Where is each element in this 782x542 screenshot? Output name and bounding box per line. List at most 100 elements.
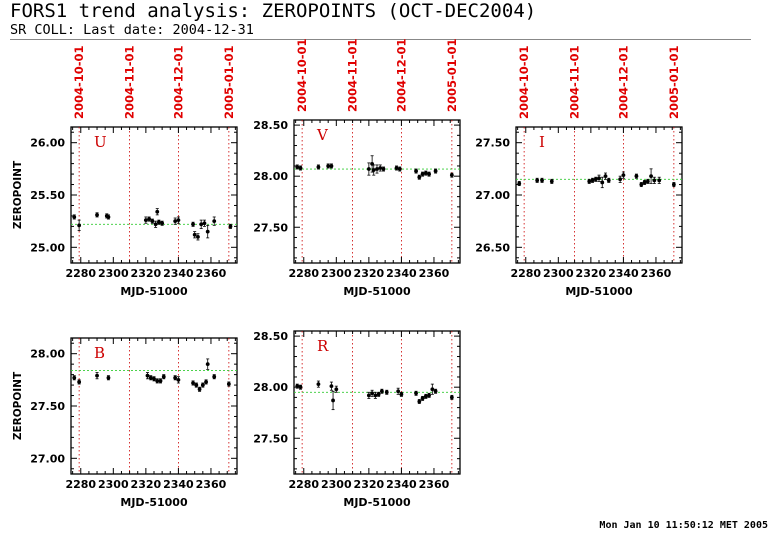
- marker: [397, 167, 402, 171]
- marker: [420, 172, 425, 177]
- marker: [173, 219, 178, 224]
- data-point: [394, 165, 399, 171]
- x-tick-label: 2300: [543, 267, 574, 280]
- marker: [540, 178, 544, 183]
- y-tick-label: 27.50: [253, 221, 288, 234]
- data-point: [95, 212, 99, 218]
- data-point: [649, 168, 653, 184]
- marker: [212, 219, 217, 224]
- data-point: [106, 375, 111, 381]
- marker: [430, 387, 435, 392]
- data-point: [652, 176, 657, 184]
- data-point: [196, 233, 200, 241]
- x-tick-label: 2360: [419, 267, 450, 280]
- data-point: [316, 380, 321, 388]
- data-point: [600, 176, 605, 189]
- marker: [205, 362, 210, 367]
- data-point: [77, 219, 82, 231]
- data-point: [366, 391, 371, 399]
- data-point: [228, 223, 233, 229]
- marker: [191, 381, 195, 385]
- data-point: [226, 381, 231, 387]
- y-tick-label: 27.00: [475, 189, 510, 202]
- marker: [366, 167, 371, 171]
- x-tick-label: 2300: [321, 478, 352, 491]
- data-point: [381, 166, 386, 172]
- marker: [173, 375, 178, 380]
- x-tick-label: 2300: [98, 478, 129, 491]
- marker: [396, 389, 401, 394]
- marker: [423, 394, 428, 399]
- marker: [145, 373, 150, 378]
- y-axis-title: ZEROPOINT: [12, 371, 24, 440]
- marker: [671, 182, 676, 187]
- data-point: [639, 182, 644, 188]
- data-point: [72, 214, 77, 220]
- y-tick-label: 28.00: [253, 170, 288, 183]
- data-point: [212, 374, 217, 380]
- data-point: [72, 375, 77, 381]
- marker: [205, 229, 210, 234]
- marker: [72, 215, 77, 219]
- data-point: [148, 375, 153, 381]
- chart-panel-v: 2004-10-01 2004-11-01 2004-12-01 2005-01-01…: [253, 38, 461, 298]
- data-point: [370, 389, 375, 397]
- data-point: [517, 180, 522, 186]
- x-tick-label: 2280: [65, 478, 96, 491]
- x-tick-label: 2320: [576, 267, 607, 280]
- data-point: [205, 358, 210, 370]
- marker: [634, 174, 639, 179]
- y-tick-label: 27.50: [30, 400, 65, 413]
- data-point: [156, 219, 161, 225]
- marker: [597, 176, 601, 181]
- data-point: [433, 388, 438, 394]
- data-point: [423, 393, 428, 399]
- marker: [642, 180, 647, 185]
- marker: [77, 380, 82, 384]
- marker: [423, 171, 428, 176]
- date-label: 2004-12-01: [616, 45, 630, 119]
- data-point: [158, 378, 163, 384]
- data-point: [634, 173, 639, 179]
- marker: [295, 165, 300, 169]
- y-tick-label: 25.00: [30, 241, 65, 254]
- marker: [326, 164, 331, 168]
- data-point: [657, 176, 662, 184]
- data-point: [161, 374, 166, 380]
- y-tick-label: 28.50: [253, 119, 288, 132]
- band-label: U: [94, 133, 107, 151]
- y-tick-label: 27.50: [253, 432, 288, 445]
- marker: [197, 387, 202, 392]
- marker: [155, 378, 160, 383]
- data-point: [593, 176, 598, 182]
- data-point: [160, 220, 165, 226]
- marker: [298, 385, 303, 390]
- marker: [535, 178, 540, 183]
- date-label: 2004-12-01: [394, 38, 408, 112]
- marker: [161, 374, 166, 379]
- y-tick-label: 28.50: [253, 330, 288, 343]
- data-point: [535, 177, 540, 183]
- marker: [160, 221, 165, 226]
- y-tick-label: 26.00: [30, 137, 65, 150]
- data-point: [397, 166, 402, 172]
- x-tick-label: 2360: [641, 267, 672, 280]
- x-tick-label: 2300: [321, 267, 352, 280]
- marker: [603, 174, 608, 179]
- data-point: [143, 216, 148, 224]
- data-point: [199, 219, 204, 229]
- marker: [587, 179, 592, 184]
- data-point: [173, 375, 178, 381]
- marker: [649, 174, 653, 179]
- data-point: [173, 217, 178, 225]
- marker: [212, 374, 217, 379]
- marker: [95, 373, 99, 378]
- x-tick-label: 2280: [65, 267, 96, 280]
- marker: [192, 232, 197, 237]
- y-tick-label: 28.00: [253, 381, 288, 394]
- y-tick-label: 27.00: [30, 452, 65, 465]
- x-tick-label: 2320: [131, 478, 162, 491]
- data-point: [373, 391, 378, 399]
- marker: [329, 164, 334, 168]
